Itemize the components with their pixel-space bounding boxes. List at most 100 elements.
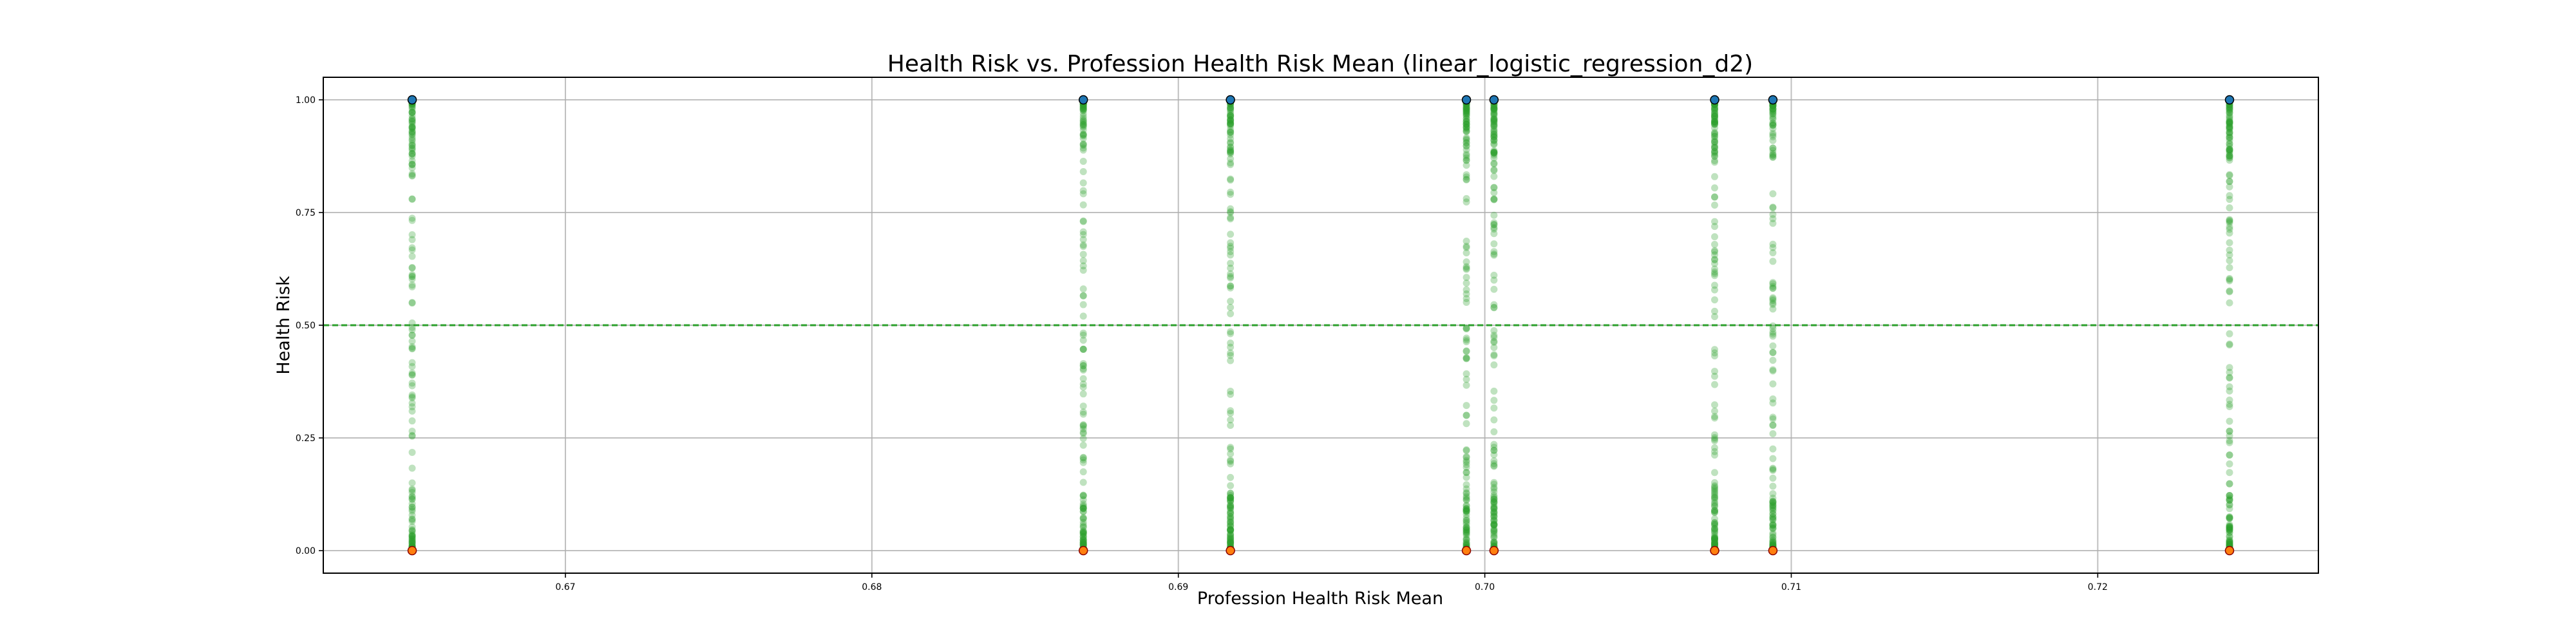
prob-point <box>1490 512 1498 520</box>
prob-point <box>1463 526 1470 533</box>
prob-point <box>2226 106 2233 114</box>
prob-point <box>2226 277 2233 285</box>
prob-point <box>1463 156 1470 164</box>
prob-point <box>1711 135 1719 143</box>
prob-point <box>1490 525 1498 533</box>
prob-point <box>1711 539 1719 547</box>
prob-point <box>1463 121 1470 129</box>
prob-point <box>2226 216 2233 223</box>
prob-point <box>1769 415 1777 423</box>
prob-point <box>1227 149 1235 156</box>
prob-point <box>1079 454 1087 462</box>
prob-point <box>1079 435 1087 442</box>
prob-point <box>1463 135 1470 143</box>
prob-point <box>1490 148 1498 156</box>
prob-point <box>1769 356 1777 364</box>
prob-point <box>1227 161 1235 169</box>
prob-point <box>1490 137 1498 144</box>
prob-point <box>1079 504 1087 512</box>
prob-point <box>2226 105 2233 113</box>
prob-point <box>1463 348 1470 355</box>
prob-point <box>1079 346 1087 354</box>
prob-point <box>2226 432 2233 440</box>
prob-point <box>1227 526 1235 534</box>
prob-point <box>1490 462 1498 470</box>
prob-point <box>408 283 416 290</box>
prob-point <box>1463 104 1470 112</box>
prob-point <box>1490 451 1498 459</box>
prob-point <box>408 214 416 222</box>
prob-point <box>2226 106 2233 113</box>
actual-point-low <box>407 545 417 556</box>
prob-point <box>1463 146 1470 154</box>
prob-point <box>1079 421 1087 429</box>
prob-point <box>1227 390 1235 398</box>
prob-point <box>1711 141 1719 149</box>
prob-point <box>408 403 416 411</box>
prob-point <box>1769 421 1777 429</box>
prob-point <box>1227 109 1235 117</box>
prob-point <box>1711 540 1719 547</box>
prob-point <box>1769 280 1777 288</box>
prob-point <box>1769 325 1777 332</box>
prob-point <box>1769 539 1777 547</box>
prob-point <box>1490 485 1498 493</box>
prob-point <box>1769 102 1777 110</box>
prob-point <box>1490 109 1498 117</box>
data-points <box>407 95 2235 556</box>
prob-point <box>1490 166 1498 173</box>
prob-point <box>1769 502 1777 509</box>
prob-point <box>1463 334 1470 342</box>
prob-point <box>1490 508 1498 516</box>
prob-point <box>408 157 416 165</box>
prob-point <box>2226 439 2233 446</box>
prob-point <box>1463 420 1470 428</box>
prob-point <box>1079 422 1087 430</box>
prob-point <box>1227 526 1235 534</box>
prob-point <box>1227 534 1235 542</box>
prob-point <box>1769 413 1777 421</box>
prob-point <box>1490 271 1498 279</box>
prob-point <box>1079 104 1087 111</box>
prob-point <box>408 231 416 239</box>
prob-point <box>1227 502 1235 509</box>
prob-point <box>1227 144 1235 151</box>
prob-point <box>2226 513 2233 520</box>
prob-point <box>1463 502 1470 509</box>
prob-point <box>1490 108 1498 115</box>
prob-point <box>408 124 416 131</box>
prob-point <box>1711 508 1719 516</box>
prob-point <box>1490 196 1498 204</box>
prob-point <box>1490 462 1498 469</box>
prob-point <box>1079 336 1087 344</box>
prob-point <box>1227 536 1235 544</box>
prob-point <box>1227 410 1235 417</box>
prob-point <box>1711 281 1719 289</box>
prob-point <box>1463 274 1470 281</box>
prob-point <box>1711 112 1719 120</box>
prob-point <box>408 127 416 135</box>
prob-point <box>1079 504 1087 512</box>
prob-point <box>1463 457 1470 464</box>
prob-point <box>408 108 416 116</box>
prob-point <box>1490 404 1498 412</box>
prob-point <box>1490 344 1498 352</box>
prob-point <box>1463 481 1470 489</box>
prob-point <box>1079 478 1087 486</box>
prob-point <box>1490 140 1498 148</box>
x-axis-label: Profession Health Risk Mean <box>1197 589 1443 609</box>
prob-point <box>1711 486 1719 493</box>
prob-point <box>1490 115 1498 123</box>
prob-point <box>1463 325 1470 333</box>
prob-point <box>2226 437 2233 444</box>
prob-point <box>1711 184 1719 192</box>
prob-point <box>1227 504 1235 512</box>
prob-point <box>1463 524 1470 531</box>
prob-point <box>1711 120 1719 128</box>
prob-point <box>1711 524 1719 532</box>
prob-point <box>1769 510 1777 518</box>
prob-point <box>1490 540 1498 547</box>
prob-point <box>1711 233 1719 241</box>
prob-point <box>1711 109 1719 117</box>
